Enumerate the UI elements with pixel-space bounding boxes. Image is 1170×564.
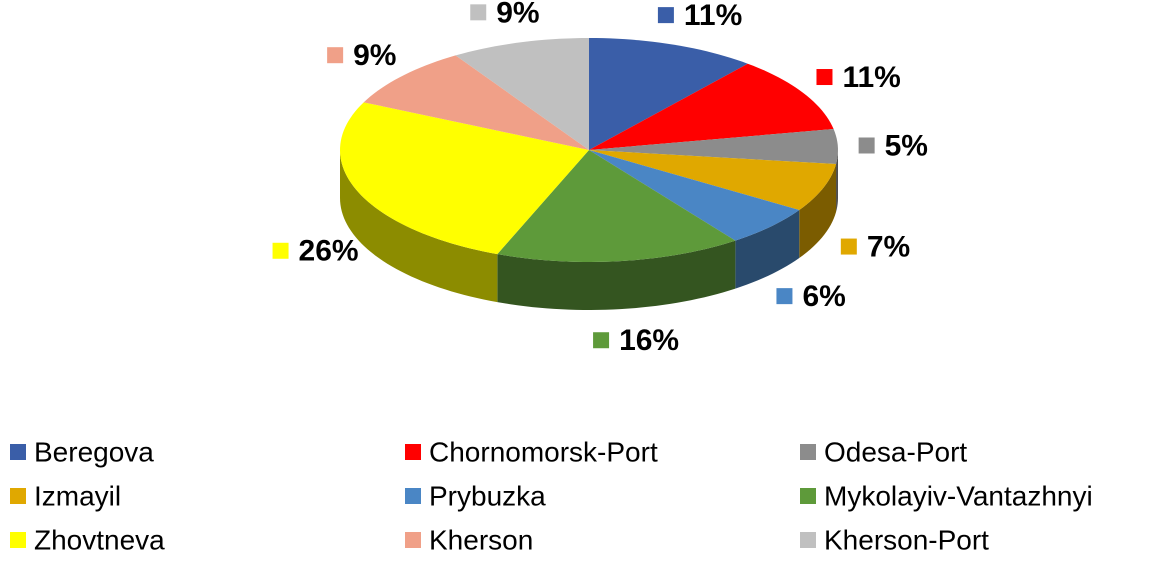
label-marker <box>840 238 857 255</box>
value-label: 16% <box>619 324 679 357</box>
legend-swatch <box>10 532 26 548</box>
slice <box>589 150 800 241</box>
slice <box>340 102 589 255</box>
slice-side <box>340 150 498 303</box>
legend-label: Chornomorsk-Port <box>429 436 658 467</box>
legend-label: Odesa-Port <box>824 436 967 467</box>
legend-label: Kherson <box>429 524 533 555</box>
slice <box>455 38 589 150</box>
label-marker <box>858 137 875 154</box>
slice <box>589 150 837 211</box>
label-marker <box>776 288 793 305</box>
label-marker <box>593 332 610 349</box>
value-label: 5% <box>885 129 928 162</box>
value-label: 9% <box>496 0 539 29</box>
slice-side <box>735 210 800 289</box>
value-label: 7% <box>867 230 910 263</box>
value-label: 6% <box>802 280 845 313</box>
label-marker <box>657 7 674 24</box>
legend-swatch <box>800 444 816 460</box>
value-label: 26% <box>299 235 359 268</box>
slice <box>589 63 834 151</box>
value-label: 11% <box>842 61 900 94</box>
slice-side <box>836 150 838 213</box>
label-marker <box>816 69 833 86</box>
legend-label: Beregova <box>34 436 154 467</box>
label-marker <box>327 47 344 64</box>
value-label: 9% <box>353 39 396 72</box>
slice <box>363 55 589 150</box>
legend-swatch <box>405 488 421 504</box>
legend-label: Zhovtneva <box>34 524 165 555</box>
legend-label: Kherson-Port <box>824 524 989 555</box>
legend-swatch <box>405 444 421 460</box>
slice <box>497 150 736 262</box>
slice-side <box>799 164 837 259</box>
legend-swatch <box>800 488 816 504</box>
slice-side <box>497 240 736 310</box>
legend-swatch <box>800 532 816 548</box>
legend-swatch <box>10 444 26 460</box>
legend-swatch <box>10 488 26 504</box>
slice <box>589 129 838 165</box>
value-label: 11% <box>684 0 742 32</box>
legend-label: Prybuzka <box>429 480 546 511</box>
label-marker <box>272 242 289 259</box>
legend-label: Mykolayiv-Vantazhnyi <box>824 480 1093 511</box>
legend-label: Izmayil <box>34 480 121 511</box>
slice <box>589 38 748 150</box>
label-marker <box>470 4 487 21</box>
legend-swatch <box>405 532 421 548</box>
